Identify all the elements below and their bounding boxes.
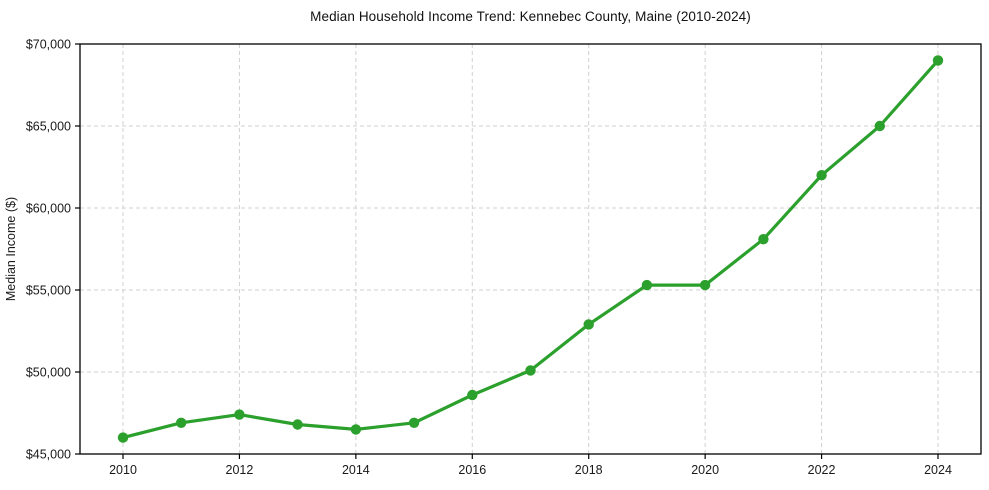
y-tick-label: $60,000	[26, 202, 71, 216]
y-tick-label: $55,000	[26, 284, 71, 298]
y-tick-label: $50,000	[26, 366, 71, 380]
y-tick-label: $45,000	[26, 448, 71, 462]
data-point-2015	[408, 417, 420, 428]
data-point-2013	[292, 419, 303, 430]
data-point-2022	[816, 170, 827, 181]
data-point-2021	[758, 234, 769, 245]
trend-line	[121, 58, 940, 440]
x-tick-label: 2018	[575, 463, 603, 477]
data-point-2010	[117, 432, 129, 443]
data-point-2023	[874, 120, 885, 132]
data-point-2012	[234, 409, 245, 420]
x-tick-label: 2024	[924, 463, 952, 477]
x-tick-label: 2016	[458, 463, 486, 477]
x-tick-label: 2010	[109, 463, 137, 477]
data-point-2014	[350, 424, 362, 435]
data-point-2017	[525, 365, 536, 376]
y-axis-label: Median Income ($)	[4, 197, 18, 301]
x-tick-label: 2012	[226, 463, 254, 477]
chart-title: Median Household Income Trend: Kennebec …	[310, 9, 751, 24]
data-point-2018	[583, 319, 594, 330]
data-point-2020	[699, 279, 711, 291]
data-point-2019	[641, 279, 653, 291]
y-tick-label: $70,000	[26, 38, 71, 52]
plot-border	[79, 43, 982, 455]
data-point-2011	[176, 417, 187, 428]
y-tick-label: $65,000	[26, 120, 71, 134]
data-point-2016	[467, 389, 478, 401]
x-tick-label: 2014	[342, 463, 370, 477]
x-tick-label: 2020	[691, 463, 719, 477]
data-point-2024	[932, 55, 944, 66]
x-tick-label: 2022	[808, 463, 836, 477]
